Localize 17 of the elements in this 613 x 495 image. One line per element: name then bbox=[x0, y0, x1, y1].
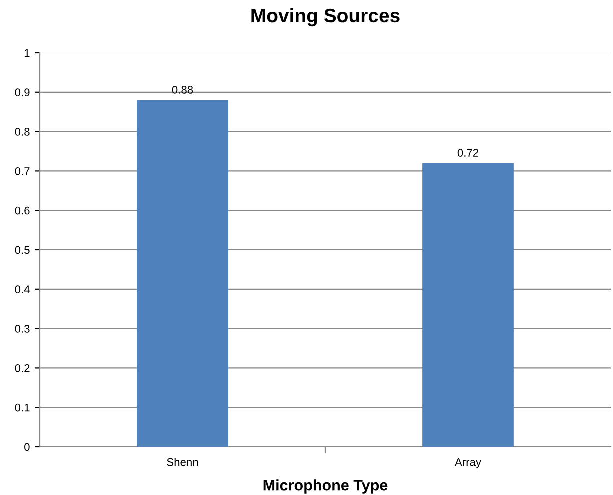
y-tick-label: 0.7 bbox=[15, 167, 30, 176]
y-tick-label: 1 bbox=[24, 49, 30, 58]
y-tick-label: 0.9 bbox=[15, 88, 30, 97]
y-tick-label: 0.8 bbox=[15, 128, 30, 136]
y-tick-label: 0.4 bbox=[15, 286, 30, 294]
y-tick-label: 0.3 bbox=[15, 325, 30, 333]
y-tick-label: 0.6 bbox=[15, 206, 30, 215]
data-label: 0.88 bbox=[172, 86, 194, 94]
y-tick-label: 0.5 bbox=[15, 246, 30, 254]
x-tick-label: Array bbox=[455, 458, 482, 468]
chart-title: Moving Sources bbox=[252, 8, 400, 27]
y-tick-label: 0.1 bbox=[15, 404, 30, 412]
x-tick-label: Shenn bbox=[167, 458, 198, 466]
y-tick-label: 0.2 bbox=[15, 364, 30, 372]
x-axis-title: Microphone Type bbox=[264, 480, 388, 494]
y-tick-label: 0 bbox=[24, 443, 30, 452]
data-label: 0.72 bbox=[458, 149, 479, 157]
